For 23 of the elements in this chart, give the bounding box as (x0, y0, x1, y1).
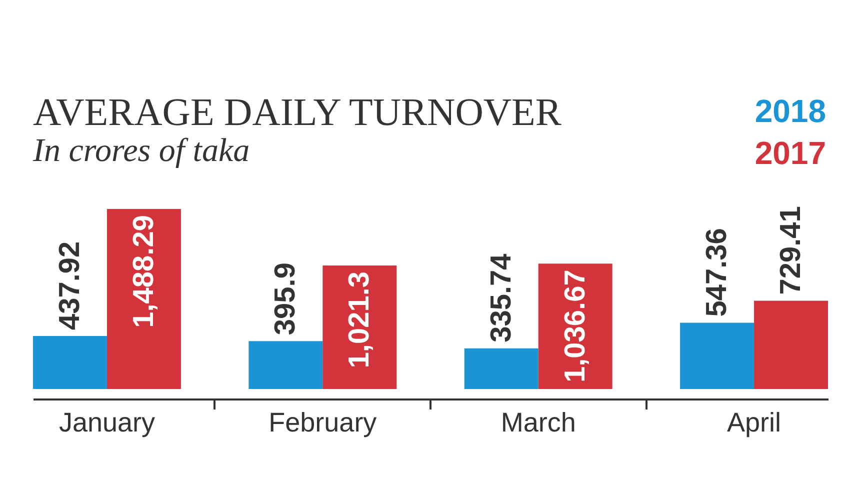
data-label: 729.41 (775, 206, 808, 295)
data-label: 395.9 (270, 262, 302, 336)
data-label: 335.74 (485, 254, 518, 342)
x-tick-label: March (500, 408, 576, 438)
chart-title: AVERAGE DAILY TURNOVER (33, 91, 562, 134)
x-tick-label: February (268, 408, 378, 438)
data-label: 1,036.67 (559, 270, 592, 383)
bar (106, 209, 181, 389)
bar (754, 300, 828, 389)
text: 2017 (754, 135, 826, 171)
bar (464, 348, 538, 389)
data-label: 437.92 (54, 241, 86, 330)
text: 2018 (754, 93, 826, 129)
data-label: 547.36 (701, 228, 734, 317)
chart-subtitle: In crores of taka (32, 133, 250, 169)
x-tick-label: January (58, 408, 156, 438)
data-label: 1,488.29 (128, 215, 160, 328)
x-tick-label: April (727, 408, 782, 438)
bar (680, 322, 754, 389)
bar (248, 341, 323, 389)
data-label: 1,021.3 (344, 271, 376, 368)
bar (322, 265, 397, 389)
bar (33, 336, 107, 389)
